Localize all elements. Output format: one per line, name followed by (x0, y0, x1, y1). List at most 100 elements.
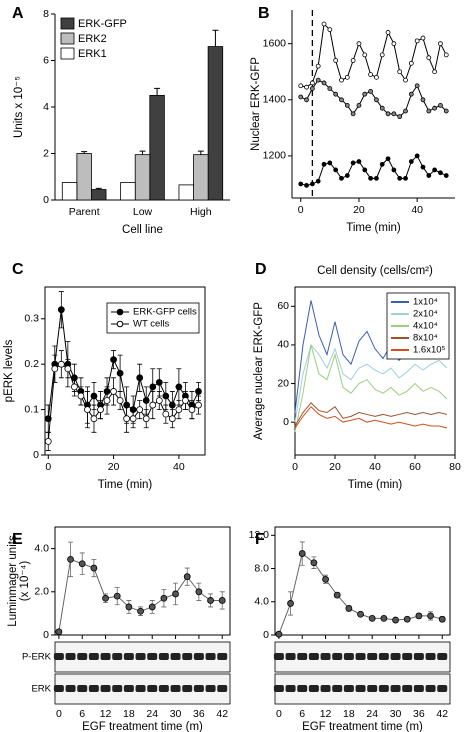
blot-band (355, 685, 366, 692)
data-point (344, 74, 350, 80)
data-point (403, 615, 411, 623)
x-axis-label: EGF treatment time (m) (302, 721, 423, 732)
x-tick-label: 42 (216, 708, 228, 720)
blot-band (285, 685, 296, 692)
y-tick-label: 0 (33, 449, 39, 461)
blot-label: ERK (31, 684, 51, 695)
data-point (339, 175, 344, 181)
blot-band (437, 653, 448, 660)
data-point (426, 55, 432, 61)
blot-band (147, 685, 158, 692)
data-point (195, 588, 203, 596)
data-point (391, 41, 397, 47)
y-tick-label: 0 (43, 194, 49, 206)
x-tick-label: 40 (411, 204, 423, 216)
legend-swatch (60, 17, 75, 30)
blot-band (53, 685, 64, 692)
blot-band (378, 653, 389, 660)
data-point (350, 160, 356, 166)
x-tick-label: 80 (449, 461, 461, 473)
data-point (438, 615, 446, 623)
blot-band (367, 685, 378, 692)
data-point (309, 80, 315, 86)
blot-band (135, 685, 146, 692)
data-point (90, 564, 98, 572)
data-point (55, 628, 63, 636)
series-line (294, 405, 448, 429)
y-tick-label: 6 (43, 54, 49, 66)
legend-label: ERK1 (78, 48, 107, 60)
legend-label: 8x10⁴ (413, 333, 438, 344)
series-line (58, 558, 223, 632)
data-point (310, 559, 318, 567)
data-point (356, 41, 362, 47)
x-tick-label: 30 (390, 708, 402, 720)
data-point (188, 406, 196, 413)
data-point (357, 610, 364, 618)
data-point (162, 392, 170, 400)
y-tick-label: 2.0 (34, 586, 49, 598)
x-tick-label: 30 (170, 708, 182, 720)
bar (178, 184, 194, 201)
data-point (385, 30, 391, 35)
data-point (420, 97, 426, 103)
series-line (300, 22, 447, 88)
y-axis-label: Average nuclear ERK-GFP (253, 302, 265, 440)
legend-label: 4x10⁴ (413, 321, 438, 332)
data-point (304, 97, 309, 103)
blot-band (297, 653, 308, 660)
data-point (403, 108, 408, 114)
data-point (356, 159, 362, 164)
bar (61, 182, 78, 201)
blot-band (158, 653, 169, 660)
data-point (67, 556, 74, 563)
data-point (333, 591, 341, 599)
blot-band (182, 685, 193, 692)
data-point (432, 105, 438, 111)
blot-band (378, 685, 389, 692)
x-axis-label: Time (min) (348, 479, 403, 491)
data-point (344, 103, 350, 108)
series-line (294, 343, 448, 423)
y-tick-label: 40 (277, 339, 289, 351)
data-point (148, 603, 156, 611)
data-point (385, 111, 391, 117)
data-point (321, 21, 327, 27)
blot-band (308, 653, 319, 660)
data-point (142, 397, 150, 404)
data-point (116, 397, 124, 404)
data-point (350, 58, 356, 63)
data-point (368, 88, 373, 94)
y-axis-label: Nuclear ERK-GFP (250, 57, 262, 151)
data-point (344, 173, 350, 178)
blot-band (355, 653, 366, 660)
data-point (374, 97, 379, 103)
series-line (294, 402, 448, 427)
data-point (374, 74, 379, 80)
data-point (309, 86, 315, 91)
panel-label: F (255, 531, 265, 548)
data-point (385, 156, 391, 162)
data-point (356, 103, 362, 108)
y-axis-label: Units x 10⁻⁵ (13, 76, 25, 138)
series-line (47, 363, 199, 442)
x-tick-label: 6 (299, 708, 305, 720)
blot-band (182, 653, 193, 660)
error-bar (154, 87, 161, 96)
data-point (391, 167, 397, 173)
blot-band (297, 685, 308, 692)
x-tick-label: Parent (69, 206, 100, 218)
x-tick-label: 42 (436, 708, 448, 720)
y-tick-label: 20 (277, 377, 289, 389)
data-point (315, 63, 321, 69)
blot-band (390, 653, 401, 660)
blot-band (158, 685, 169, 692)
bar (120, 182, 136, 201)
y-tick-label: 4.0 (34, 542, 49, 554)
data-point (149, 383, 157, 391)
blot-band (65, 653, 76, 660)
x-tick-label: 0 (292, 461, 298, 473)
blot-band (320, 653, 331, 660)
plot-frame (54, 526, 231, 636)
